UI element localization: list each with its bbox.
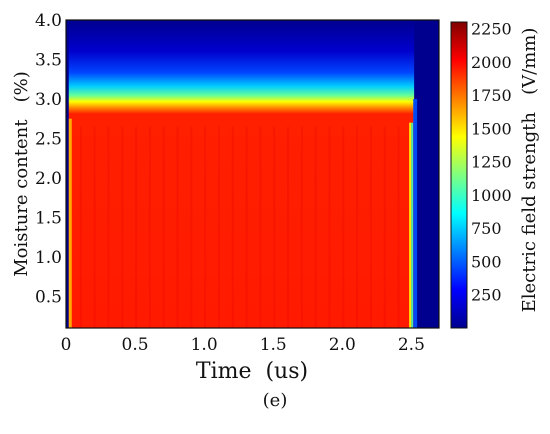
heatmap-striation <box>397 126 400 328</box>
x-tick-label: 2.5 <box>398 335 425 355</box>
y-tick-label: 3.5 <box>35 50 62 70</box>
heatmap-striation <box>93 126 96 328</box>
x-tick-label: 1.0 <box>191 335 218 355</box>
y-tick-label: 0.5 <box>35 287 62 307</box>
colorbar-tick-label: 750 <box>471 219 502 238</box>
heatmap-striation <box>314 126 317 328</box>
colorbar <box>450 21 468 329</box>
x-tick-label: 0.5 <box>122 335 149 355</box>
plot-frame <box>65 19 440 329</box>
colorbar-tick-label: 1750 <box>471 86 512 105</box>
heatmap-striation <box>231 126 234 328</box>
colorbar-tick-label: 500 <box>471 252 502 271</box>
y-axis-label: Moisture content (%) <box>11 71 32 277</box>
x-axis: 0 0.5 1.0 1.5 2.0 2.5 <box>61 335 425 355</box>
colorbar-tick-label: 1500 <box>471 119 512 138</box>
colorbar-tick-label: 250 <box>471 286 502 305</box>
x-axis-label: Time (us) <box>196 359 308 384</box>
heatmap-striation <box>245 126 248 328</box>
heatmap-pulse-region <box>68 20 415 328</box>
heatmap-striation <box>259 126 262 328</box>
colorbar-tick-label: 2000 <box>471 53 512 72</box>
colorbar-tick-label: 1000 <box>471 186 512 205</box>
heatmap-striation <box>79 126 82 328</box>
colorbar-label: Electric field strength (V/mm) <box>519 28 540 313</box>
y-tick-label: 4.0 <box>35 11 62 31</box>
y-tick-label: 2.5 <box>35 129 62 149</box>
heatmap-striation <box>328 126 331 328</box>
pulse-trailing-edge-blue <box>413 98 418 328</box>
colorbar-tick-label: 2250 <box>471 20 512 39</box>
y-axis: 0.5 1.0 1.5 2.0 2.5 3.0 3.5 4.0 <box>35 11 62 307</box>
colorbar-ticks: 250 500 750 1000 1250 1500 1750 2000 225… <box>471 20 512 305</box>
x-tick-label: 0 <box>61 335 72 355</box>
y-tick-label: 1.0 <box>35 248 62 268</box>
panel-label: (e) <box>262 390 288 411</box>
heatmap-striation <box>204 126 207 328</box>
heatmap-striation <box>217 126 220 328</box>
y-tick-label: 3.0 <box>35 90 62 110</box>
pulse-leading-edge <box>68 118 72 328</box>
heatmap-striation <box>356 126 359 328</box>
heatmap-striation <box>162 126 165 328</box>
y-tick-label: 2.0 <box>35 169 62 189</box>
heatmap-striation <box>190 126 193 328</box>
colorbar-tick-label: 1250 <box>471 153 512 172</box>
heatmap-striation <box>300 126 303 328</box>
heatmap-striation <box>121 126 124 328</box>
heatmap-striation <box>369 126 372 328</box>
heatmap-striation <box>383 126 386 328</box>
heatmap-striation <box>273 126 276 328</box>
heatmap-striation <box>287 126 290 328</box>
heatmap-striation <box>176 126 179 328</box>
heatmap-striation <box>135 126 138 328</box>
heatmap-striation <box>342 126 345 328</box>
heatmap-striation <box>107 126 110 328</box>
heatmap-striation <box>148 126 151 328</box>
plot-area <box>66 20 439 328</box>
pulse-trailing-edge-cyan <box>411 122 414 328</box>
pulse-trailing-edge-yellow <box>409 122 412 328</box>
x-tick-label: 2.0 <box>329 335 356 355</box>
x-tick-label: 1.5 <box>260 335 287 355</box>
y-tick-label: 1.5 <box>35 208 62 228</box>
